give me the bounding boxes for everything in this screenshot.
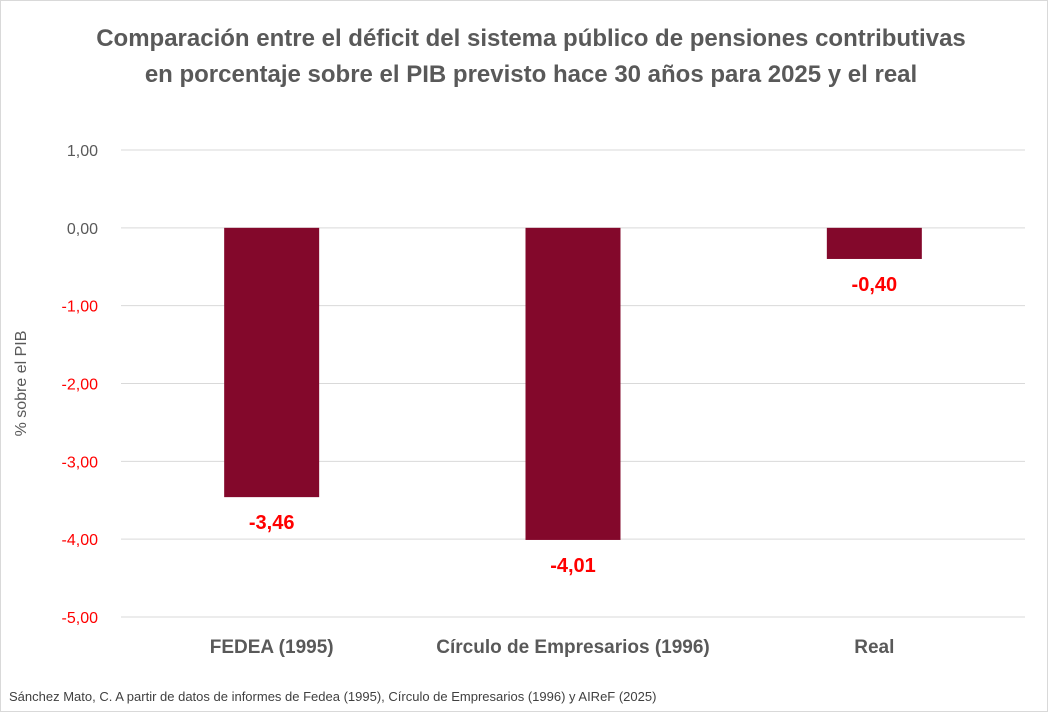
y-tick-label: -5,00 [62,610,99,627]
x-tick-label: Círculo de Empresarios (1996) [436,637,710,658]
bar [525,227,621,540]
bar [224,227,320,498]
source-note: Sánchez Mato, C. A partir de datos de in… [9,689,657,704]
y-axis-label: % sobre el PIB [13,331,30,437]
data-label: -0,40 [852,274,898,296]
y-tick-label: 0,00 [67,221,98,238]
y-tick-label: -2,00 [62,377,99,394]
data-label: -4,01 [550,555,596,577]
x-tick-label: Real [854,637,894,658]
y-tick-label: 1,00 [67,143,98,160]
chart-title: Comparación entre el déficit del sistema… [96,25,966,88]
y-tick-label: -4,00 [62,532,99,549]
y-tick-label: -3,00 [62,454,99,471]
bar [826,227,922,259]
y-tick-label: -1,00 [62,299,99,316]
x-tick-label: FEDEA (1995) [210,637,334,658]
data-label: -3,46 [249,512,295,534]
